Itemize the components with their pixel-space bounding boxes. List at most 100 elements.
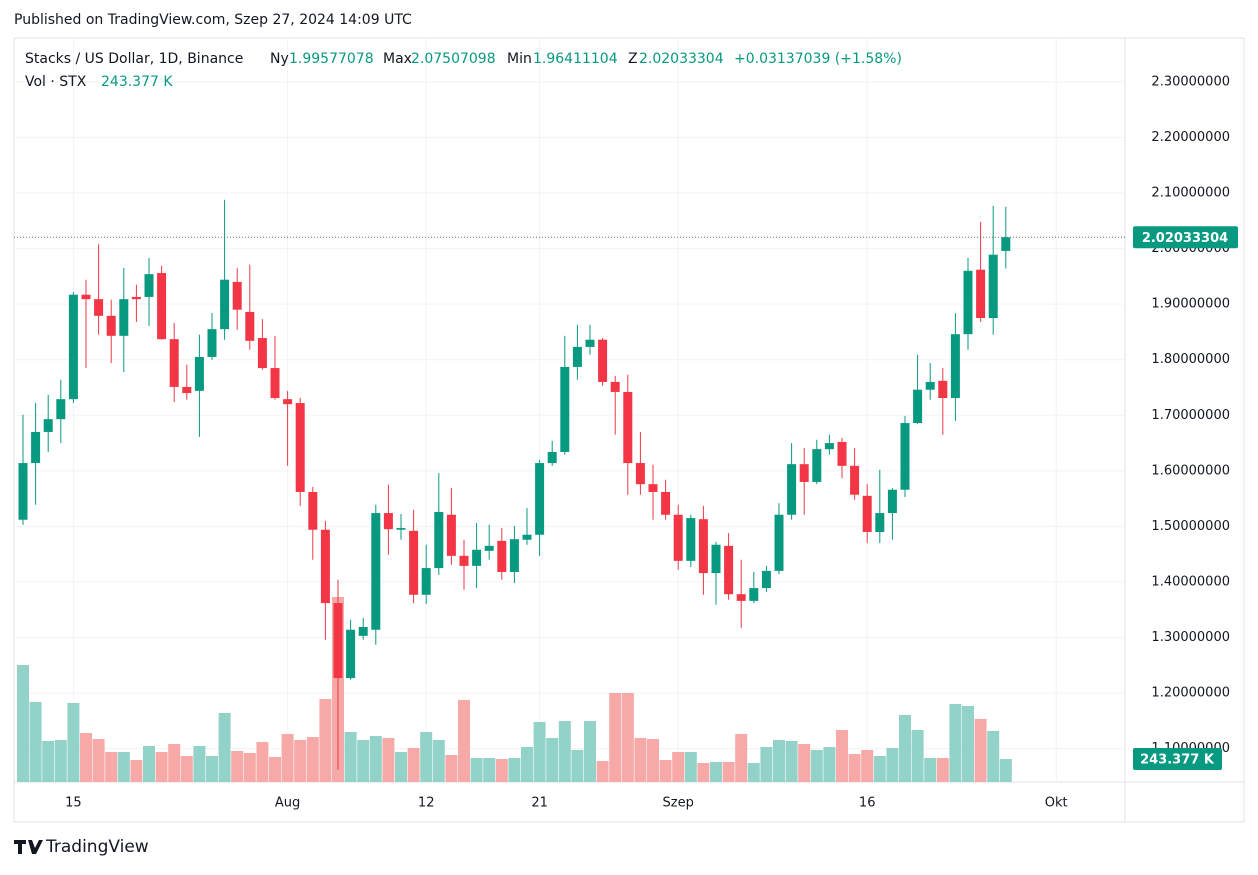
candle-body (434, 511, 444, 569)
volume-bar (697, 762, 710, 782)
volume-bar (369, 735, 382, 782)
candle-body (333, 603, 343, 679)
volume-bar (810, 749, 823, 782)
candle-body (446, 514, 456, 556)
volume-bar (987, 730, 1000, 782)
candle-body (938, 380, 948, 399)
volume-bar (445, 754, 458, 782)
volume-bar (470, 757, 483, 782)
volume-bar (684, 752, 697, 782)
candle-body (207, 329, 217, 357)
y-tick-label: 1.60000000 (1151, 463, 1230, 478)
x-tick-label: 12 (418, 796, 435, 811)
volume-bar (495, 759, 508, 782)
volume-bar (218, 712, 231, 782)
candle-body (547, 451, 557, 464)
high-label: Max (383, 51, 412, 67)
volume-bar (395, 752, 407, 782)
last-price-label: 2.02033304 (1142, 231, 1228, 246)
candle-body (623, 391, 633, 464)
volume-bar (760, 747, 773, 782)
candle-body (850, 465, 860, 495)
volume-bar (168, 743, 181, 782)
volume-bar (29, 702, 42, 782)
candle-body (194, 356, 204, 391)
volume-bar (67, 702, 80, 782)
candle-body (459, 555, 469, 566)
volume-bar (281, 733, 294, 782)
volume-bar (999, 758, 1012, 782)
brand-logo (14, 840, 43, 854)
volume-bar (710, 761, 722, 782)
volume-bar (206, 756, 218, 782)
volume-bar (54, 740, 67, 782)
candle-body (320, 529, 330, 604)
axes: 1.100000001.200000001.300000001.40000000… (14, 74, 1238, 811)
candle-body (988, 254, 998, 319)
candle-body (131, 296, 141, 300)
x-tick-label: Aug (275, 796, 300, 811)
y-tick-label: 1.50000000 (1151, 519, 1230, 534)
candle-body (509, 539, 519, 572)
candle-body (862, 495, 872, 532)
volume-bar (848, 754, 861, 782)
candle-body (787, 464, 797, 515)
volume-bar (609, 692, 622, 782)
x-tick-label: 16 (859, 796, 876, 811)
candle-body (837, 441, 847, 466)
volume-bar (420, 731, 433, 782)
volume-bar (596, 761, 609, 782)
grid (14, 38, 1125, 782)
volume-bar (647, 738, 659, 782)
candle-body (157, 273, 167, 340)
candle-body (106, 315, 116, 336)
candle-body (963, 270, 973, 335)
volume-bar (42, 740, 55, 782)
candle-body (472, 549, 482, 566)
volume-bar (911, 730, 924, 782)
candle-body (396, 528, 406, 530)
candle-body (711, 544, 721, 574)
close-label: Z (628, 51, 638, 67)
y-tick-label: 1.40000000 (1151, 574, 1230, 589)
candle-body (308, 491, 318, 530)
candle-body (169, 339, 179, 387)
volume-bar (899, 714, 911, 782)
volume-bar (243, 752, 256, 782)
candle-body (371, 513, 381, 630)
candle-body (875, 513, 885, 532)
volume-bar (533, 721, 546, 782)
candle-body (761, 570, 771, 589)
volume-bar (546, 737, 559, 782)
volume-value-box (1133, 747, 1222, 770)
candle-body (94, 299, 104, 316)
volume-bar (823, 747, 836, 782)
y-tick-label: 2.10000000 (1151, 186, 1230, 201)
candle-body (421, 568, 431, 595)
volume-bar (80, 733, 92, 782)
candle-body (572, 346, 582, 367)
volume-bar (155, 752, 168, 782)
candle-layer (18, 199, 1011, 770)
volume-bar (886, 747, 899, 782)
volume-bar (256, 742, 269, 782)
volume-bar (357, 740, 370, 782)
low-label: Min (507, 51, 532, 67)
candle-body (824, 443, 834, 450)
volume-bar (521, 747, 533, 782)
candle-body (119, 299, 129, 336)
volume-bar (130, 759, 143, 782)
volume-bar (861, 749, 874, 782)
candle-body (31, 431, 41, 464)
candle-body (610, 381, 620, 392)
volume-layer (17, 597, 1012, 782)
candle-body (736, 594, 746, 601)
volume-bar (432, 740, 445, 782)
volume-bar (17, 664, 29, 782)
volume-bar (92, 738, 105, 782)
volume-bar (382, 737, 395, 782)
volume-bar (143, 745, 155, 782)
y-tick-label: 1.20000000 (1151, 686, 1230, 701)
y-tick-label: 2.30000000 (1151, 74, 1230, 89)
